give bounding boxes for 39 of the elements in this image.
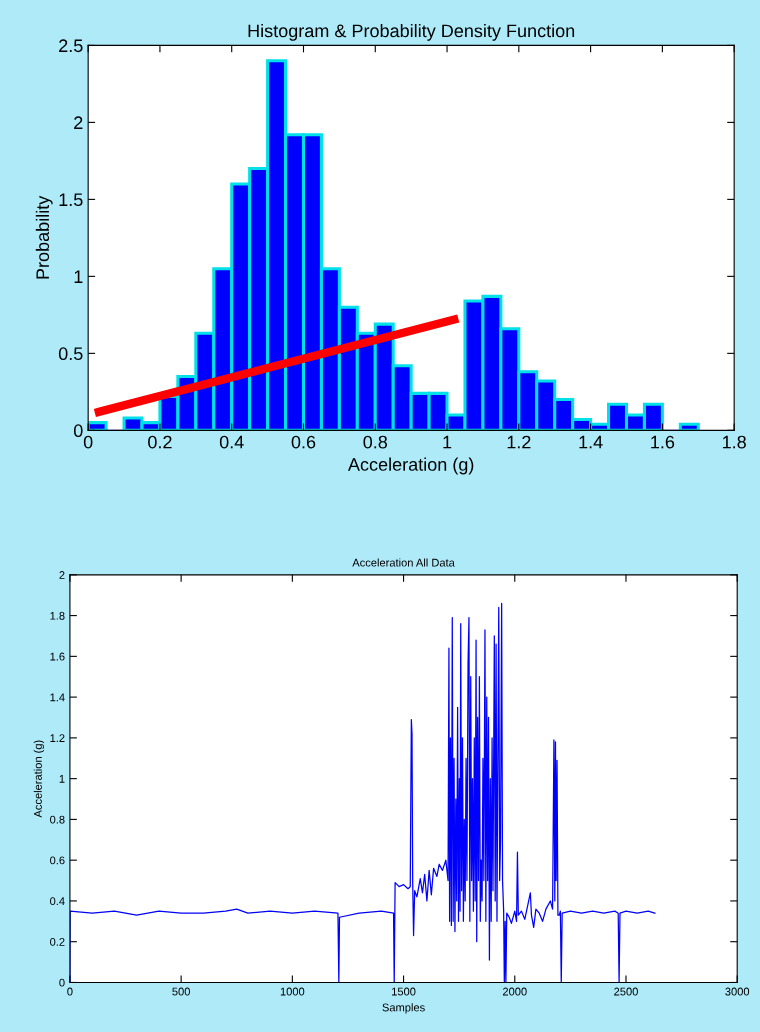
y-tick-label: 2: [74, 116, 83, 129]
x-tick-label: 0.6: [291, 435, 316, 449]
x-axis-title: Samples: [382, 1003, 425, 1014]
y-tick-label: 2.5: [59, 39, 83, 53]
x-tick-label: 3000: [725, 987, 750, 996]
x-tick-label: 1.6: [651, 435, 675, 449]
x-tick-label: 0.4: [219, 435, 244, 449]
y-tick-label: 2: [59, 571, 65, 579]
x-tick-label: 1500: [392, 987, 416, 996]
y-tick-label: 0.2: [50, 937, 65, 946]
x-tick-label: 1.8: [722, 435, 746, 449]
x-tick-label: 1: [443, 435, 452, 449]
x-tick-label: 2000: [502, 987, 527, 996]
chart-title: Acceleration All Data: [352, 558, 455, 567]
x-tick-label: 500: [172, 987, 190, 996]
chart-title: Histogram & Probability Density Function: [248, 23, 575, 41]
x-tick-label: 1000: [280, 987, 305, 996]
y-tick-label: 0.5: [58, 347, 83, 361]
y-tick-label: 1.2: [50, 734, 65, 742]
y-tick-label: 0: [73, 424, 83, 438]
y-tick-label: 0.8: [50, 815, 65, 824]
y-axis-title: Probability: [35, 195, 53, 279]
x-tick-label: 0: [83, 435, 93, 449]
x-tick-label: 1.2: [507, 435, 531, 449]
x-tick-label: 2500: [614, 987, 638, 996]
y-tick-label: 1: [59, 775, 65, 783]
y-tick-label: 1.6: [50, 652, 65, 661]
y-tick-label: 1.5: [59, 193, 83, 207]
y-tick-label: 0.6: [50, 856, 65, 865]
y-tick-label: 0.4: [50, 897, 65, 906]
y-tick-label: 1.8: [50, 611, 65, 620]
x-tick-label: 0.2: [148, 435, 172, 449]
x-tick-label: 0.8: [363, 435, 388, 449]
y-tick-label: 1.4: [50, 693, 65, 702]
x-axis-title: Acceleration (g): [347, 457, 474, 475]
y-tick-label: 1: [74, 270, 83, 283]
y-tick-label: 0: [59, 978, 65, 987]
y-axis-title: Acceleration (g): [33, 740, 45, 818]
x-tick-label: 1.4: [579, 435, 603, 449]
